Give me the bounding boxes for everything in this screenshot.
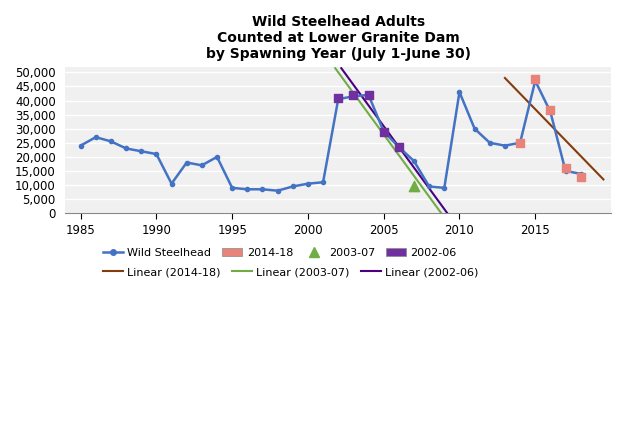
2014-18: [560, 165, 570, 172]
Wild Steelhead: [426, 184, 433, 189]
Title: Wild Steelhead Adults
Counted at Lower Granite Dam
by Spawning Year (July 1-June: Wild Steelhead Adults Counted at Lower G…: [206, 15, 471, 61]
Wild Steelhead: [516, 140, 524, 145]
Wild Steelhead: [244, 187, 251, 192]
Wild Steelhead: [365, 92, 372, 97]
Wild Steelhead: [289, 184, 297, 189]
Wild Steelhead: [213, 154, 221, 160]
Wild Steelhead: [456, 90, 463, 95]
2002-06: [364, 91, 374, 98]
Wild Steelhead: [319, 180, 327, 185]
Wild Steelhead: [92, 135, 100, 140]
Wild Steelhead: [138, 149, 145, 154]
2014-18: [576, 173, 586, 180]
2014-18: [515, 139, 525, 146]
Line: Wild Steelhead: Wild Steelhead: [78, 79, 583, 193]
Wild Steelhead: [380, 129, 387, 134]
Wild Steelhead: [334, 97, 342, 102]
Wild Steelhead: [107, 139, 115, 144]
2002-06: [394, 144, 404, 151]
Wild Steelhead: [122, 146, 130, 151]
2002-06: [379, 128, 389, 135]
2014-18: [530, 76, 540, 83]
Wild Steelhead: [259, 187, 266, 192]
Wild Steelhead: [410, 159, 418, 164]
Wild Steelhead: [183, 160, 190, 165]
Wild Steelhead: [501, 143, 509, 148]
2002-06: [333, 94, 343, 101]
2014-18: [545, 107, 555, 114]
Wild Steelhead: [531, 78, 539, 83]
Wild Steelhead: [350, 94, 357, 99]
Wild Steelhead: [395, 145, 403, 150]
Wild Steelhead: [153, 151, 160, 157]
Wild Steelhead: [577, 171, 585, 176]
2003-07: [409, 183, 419, 190]
Wild Steelhead: [168, 181, 175, 186]
Wild Steelhead: [562, 169, 569, 174]
Wild Steelhead: [304, 181, 312, 186]
2002-06: [349, 91, 359, 98]
Wild Steelhead: [274, 188, 281, 193]
Wild Steelhead: [77, 143, 85, 148]
Wild Steelhead: [486, 140, 493, 145]
Wild Steelhead: [546, 109, 554, 115]
Wild Steelhead: [198, 163, 205, 168]
Wild Steelhead: [441, 185, 448, 190]
Wild Steelhead: [471, 126, 478, 131]
Legend: Linear (2014-18), Linear (2003-07), Linear (2002-06): Linear (2014-18), Linear (2003-07), Line…: [98, 263, 483, 281]
Wild Steelhead: [228, 185, 236, 190]
